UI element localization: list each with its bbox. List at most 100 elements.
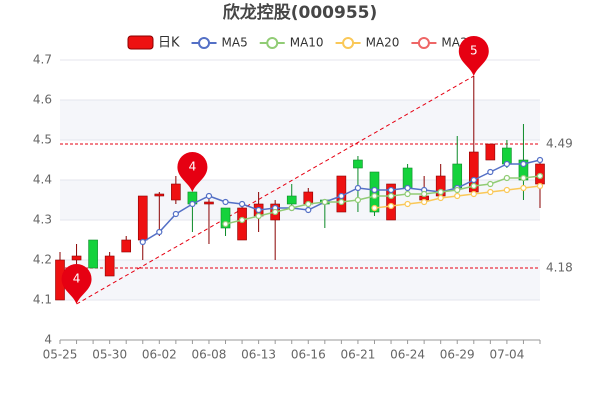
ma-point — [387, 192, 395, 200]
ma-point — [354, 196, 362, 204]
grid-band — [60, 260, 540, 300]
ma-point — [387, 186, 395, 194]
ma-point — [371, 204, 378, 212]
legend-icon — [198, 37, 211, 49]
y-tick-label: 4.3 — [33, 213, 52, 227]
ma-point — [222, 198, 229, 206]
ma-point — [437, 188, 444, 196]
candle-body — [104, 255, 115, 277]
ma-point — [189, 200, 196, 208]
y-tick-label: 4 — [44, 333, 52, 347]
x-tick-label: 06-08 — [192, 348, 227, 362]
ma-point — [470, 182, 477, 190]
candle-body — [204, 201, 214, 205]
ma-point — [404, 184, 411, 192]
ma-point — [338, 192, 345, 200]
x-tick-label: 06-29 — [440, 348, 475, 362]
legend-label: 日K — [158, 36, 180, 51]
pin-marker: 4 — [61, 263, 92, 304]
ma-point — [470, 176, 477, 184]
ma-point — [503, 186, 510, 194]
grid-band — [60, 180, 540, 220]
candle-body — [71, 255, 82, 261]
pin-label: 5 — [470, 44, 478, 58]
y-tick-label: 4.1 — [33, 293, 52, 307]
ma-point — [454, 192, 461, 200]
ma-point — [487, 168, 494, 176]
x-tick-label: 05-25 — [43, 348, 78, 362]
candle-body — [286, 195, 297, 205]
legend: 日K MA5 MA10 MA20 MA30 — [127, 35, 475, 51]
chart-title: 欣龙控股(000955) — [223, 2, 378, 23]
ma-point — [503, 160, 510, 168]
candle-body — [237, 207, 247, 241]
ma-point — [371, 186, 378, 194]
y-tick-label: 4.2 — [33, 253, 52, 267]
ma-point — [454, 186, 461, 194]
candle-body — [88, 239, 98, 269]
ma-point — [520, 174, 527, 182]
grid-band — [60, 100, 540, 140]
ma-point — [305, 200, 312, 208]
candle-body — [452, 163, 463, 189]
y-tick-label: 4.7 — [33, 53, 52, 67]
ma-point — [503, 174, 510, 182]
pin — [458, 36, 489, 76]
ma-point — [305, 206, 312, 214]
pin-marker: 4 — [177, 152, 208, 192]
candle-body — [154, 193, 165, 197]
x-tick-label: 06-24 — [390, 348, 425, 362]
ma-point — [536, 182, 544, 190]
ma-point — [520, 160, 527, 168]
ma-point — [139, 238, 146, 246]
legend-icon — [127, 35, 154, 50]
candle-body — [121, 239, 132, 253]
ma-point — [272, 208, 279, 216]
ma-point — [470, 190, 477, 198]
candle-body — [386, 183, 396, 221]
legend-label: MA20 — [366, 36, 400, 50]
ma-point — [238, 216, 246, 224]
pin — [177, 152, 208, 192]
ma-point — [222, 220, 229, 228]
ma-point — [487, 188, 494, 196]
ma-point — [536, 172, 544, 180]
ma-point — [238, 200, 246, 208]
y-tick-label: 4.6 — [33, 93, 52, 107]
legend-label: MA5 — [222, 36, 248, 50]
ma-point — [371, 192, 378, 200]
ma-point — [536, 156, 544, 164]
pin-marker: 5 — [458, 36, 489, 76]
ma-point — [437, 194, 444, 202]
candle-body — [171, 183, 181, 201]
ma-point — [255, 212, 262, 220]
pin-label: 4 — [189, 160, 197, 174]
ma-point — [487, 180, 494, 188]
ma-point — [205, 192, 213, 200]
pin-label: 4 — [73, 272, 81, 286]
x-tick-label: 06-13 — [241, 348, 276, 362]
mark-line-label: 4.18 — [546, 261, 573, 275]
x-tick-label: 07-04 — [489, 348, 524, 362]
ma-point — [172, 210, 179, 218]
mark-line-label: 4.49 — [546, 137, 573, 151]
y-tick-label: 4.4 — [33, 173, 52, 187]
x-tick-label: 06-21 — [340, 348, 375, 362]
candle-body — [137, 195, 148, 241]
candle-body — [353, 159, 363, 169]
ma-point — [421, 190, 428, 198]
ma-point — [255, 206, 262, 214]
y-tick-label: 4.5 — [33, 133, 52, 147]
x-tick-label: 05-30 — [92, 348, 127, 362]
legend-label: MA10 — [290, 36, 324, 50]
legend-icon — [417, 37, 430, 49]
x-tick-label: 06-16 — [291, 348, 326, 362]
candle-body — [485, 143, 496, 161]
ma-point — [354, 184, 362, 192]
ma-point — [404, 190, 411, 198]
legend-icon — [342, 37, 355, 49]
ma-point — [421, 198, 428, 206]
ma-point — [321, 198, 328, 206]
ma-point — [156, 228, 163, 236]
